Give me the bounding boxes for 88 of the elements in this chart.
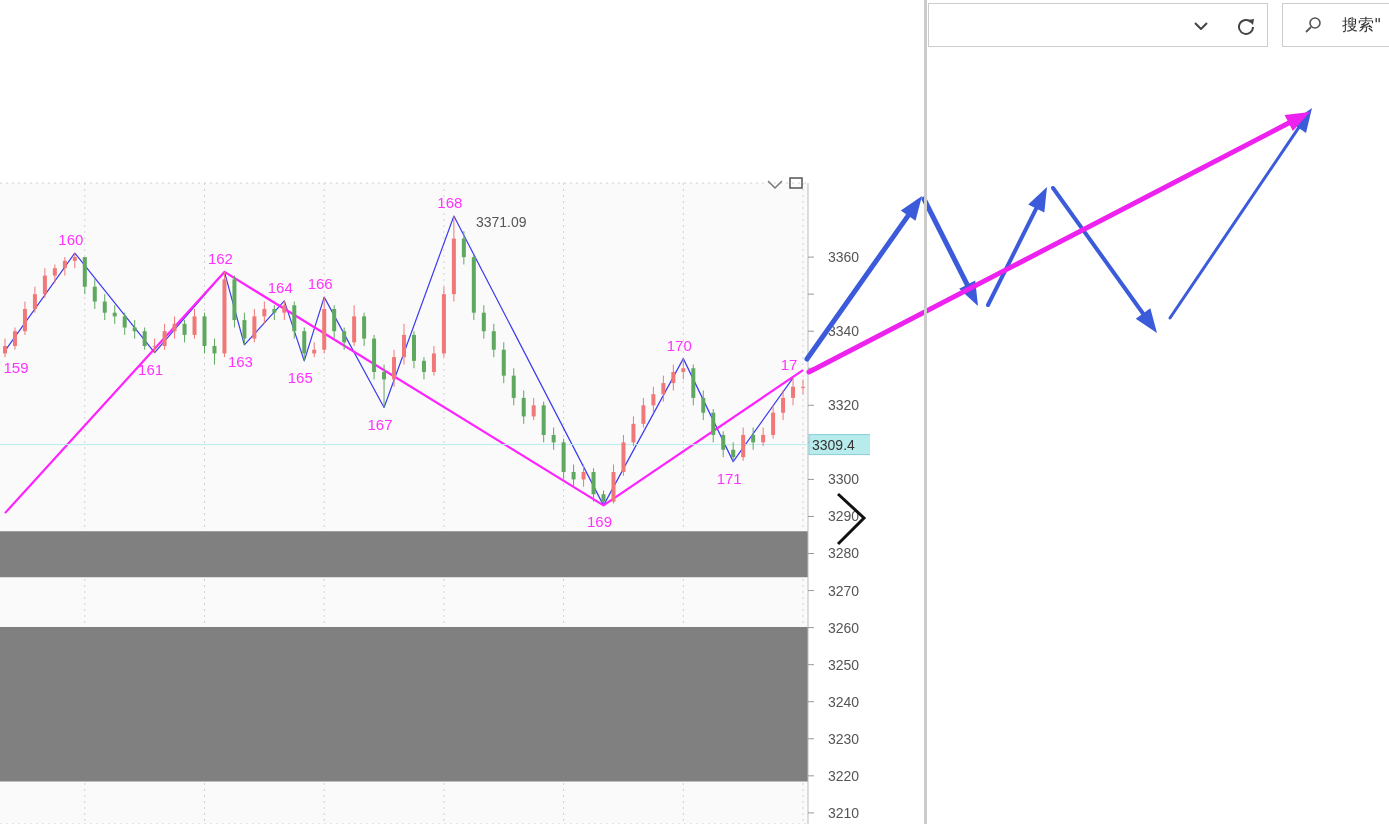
candlestick [22, 301, 27, 336]
candlestick [461, 230, 466, 266]
y-tick-label: 3260 [828, 619, 860, 636]
candlestick [242, 312, 247, 346]
candlestick [302, 327, 307, 362]
annotation: 159 [3, 358, 29, 376]
y-tick-label: 3320 [828, 397, 860, 414]
candlestick [42, 267, 47, 299]
candlestick [262, 301, 267, 325]
annotation: 160 [58, 231, 84, 249]
candlestick [12, 327, 17, 351]
candlestick [282, 300, 287, 321]
candlestick [641, 397, 646, 429]
candlestick [62, 256, 67, 277]
candlestick [382, 364, 387, 409]
annotation: 161 [138, 360, 164, 378]
candlestick [551, 427, 556, 451]
annotation: 17 [780, 355, 798, 373]
y-tick-label: 3280 [828, 545, 860, 562]
annotation: 163 [227, 352, 253, 370]
candlestick [721, 430, 726, 458]
y-tick-label: 3230 [828, 730, 860, 747]
candlestick [571, 464, 576, 488]
candlestick [362, 312, 367, 347]
candlestick [92, 278, 97, 310]
y-tick-label: 3210 [828, 804, 860, 821]
line-series [3, 270, 805, 515]
candlestick [192, 308, 197, 340]
candlestick [52, 264, 57, 284]
text: 搜索" [1342, 15, 1382, 36]
candlestick [531, 397, 536, 421]
annotation: 3371.09 [475, 214, 527, 231]
annotation: 167 [367, 415, 393, 433]
candlestick [122, 312, 127, 336]
annotation: 169 [586, 513, 613, 531]
candlestick [511, 367, 516, 406]
candlestick [182, 319, 187, 343]
candlestick [102, 293, 107, 321]
annotation: 164 [267, 278, 293, 296]
candlestick [711, 408, 716, 443]
candlestick [402, 323, 407, 366]
candlestick [421, 356, 426, 380]
candlestick [761, 427, 766, 447]
candlestick [142, 327, 147, 351]
candlestick [152, 338, 157, 354]
annotation: 171 [716, 469, 742, 487]
y-tick-label: 3220 [828, 767, 860, 784]
candlestick [671, 364, 676, 391]
candlestick [32, 286, 37, 314]
annotation: 162 [207, 249, 233, 267]
y-tick-label: 3270 [828, 582, 860, 599]
y-tick-label: 3290 [828, 508, 860, 525]
candlestick [751, 427, 756, 451]
candlestick [481, 304, 486, 340]
y-tick-label: 3360 [828, 249, 860, 266]
annotation: 170 [666, 336, 692, 354]
candlestick [3, 338, 7, 358]
candlestick [162, 323, 167, 351]
candlestick [631, 415, 636, 447]
candlestick [791, 377, 796, 406]
candlestick [591, 467, 596, 503]
annotation: 168 [437, 194, 463, 212]
y-tick-label: 3240 [828, 693, 860, 710]
candlestick [651, 386, 656, 414]
candlestick [661, 375, 666, 403]
y-tick-label: 3340 [828, 323, 860, 340]
candlestick [681, 358, 686, 380]
candlestick [781, 389, 786, 421]
candlestick [801, 378, 806, 395]
candlestick [332, 304, 337, 340]
candlestick [342, 327, 347, 351]
annotation: 165 [287, 368, 313, 386]
candlestick [701, 389, 706, 421]
candlestick [771, 404, 776, 440]
ref-line-label: 3309.4 [812, 436, 856, 453]
candlestick [212, 338, 217, 366]
y-tick-label: 3300 [828, 471, 860, 488]
candlestick [431, 345, 436, 377]
y-tick-label: 3250 [828, 656, 860, 673]
candlestick [172, 315, 177, 340]
annotation: 166 [307, 275, 333, 293]
candlestick [392, 349, 397, 388]
candlestick [731, 441, 736, 463]
candlestick [581, 464, 586, 488]
candlestick [521, 389, 526, 425]
candlestick [252, 308, 257, 343]
candlestick [741, 427, 746, 462]
candlestick [491, 323, 496, 358]
